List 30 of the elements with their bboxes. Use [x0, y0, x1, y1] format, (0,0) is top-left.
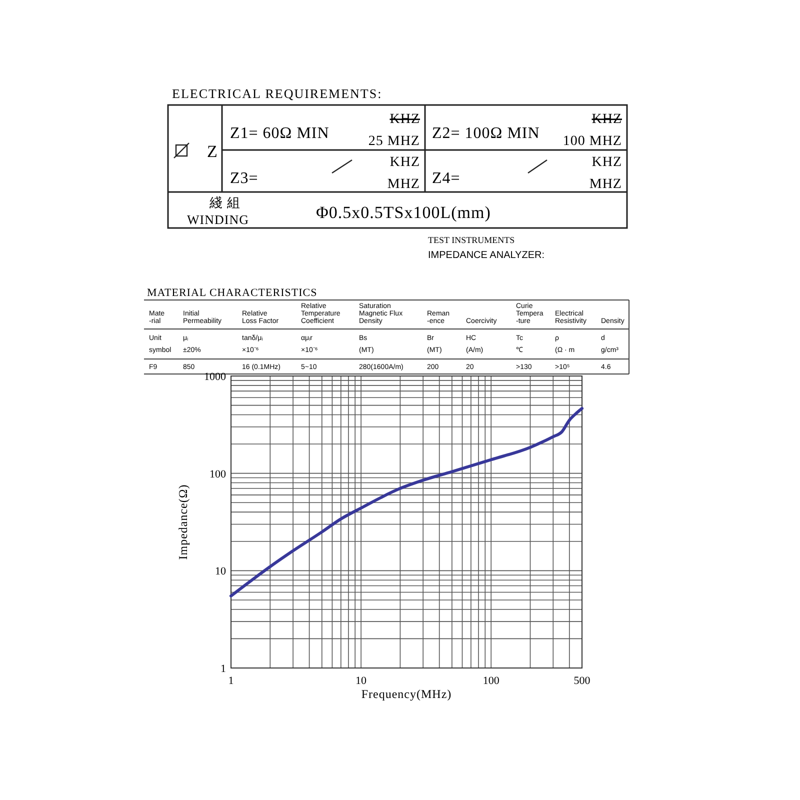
text: KHZ — [592, 155, 622, 170]
x-tick-label: 100 — [482, 675, 500, 687]
y-axis-title: Impedance(Ω) — [176, 484, 190, 560]
text: KHZ — [390, 155, 420, 170]
text: Z — [207, 142, 218, 161]
text: IMPEDANCE ANALYZER: — [428, 250, 545, 261]
x-tick-label: 10 — [356, 675, 368, 687]
text: Φ0.5x0.5TSx100L(mm) — [316, 203, 491, 222]
y-tick-label: 10 — [215, 566, 226, 578]
text: Z2= 100Ω MIN — [432, 125, 540, 142]
text: Z3= — [230, 170, 258, 187]
text: 綫 組 — [208, 195, 240, 210]
text: 25 MHZ — [368, 134, 420, 149]
y-tick-label: 1000 — [204, 371, 226, 383]
text: ELECTRICAL REQUIREMENTS: — [172, 86, 382, 101]
text: KHZ — [592, 112, 622, 127]
text: WINDING — [187, 212, 249, 227]
x-tick-label: 500 — [574, 675, 591, 687]
y-tick-label: 100 — [210, 468, 226, 480]
text: KHZ — [390, 112, 420, 127]
x-tick-label: 1 — [228, 675, 234, 687]
text: MHZ — [387, 177, 420, 192]
text: MHZ — [589, 177, 622, 192]
text: Z4= — [432, 170, 460, 187]
text: Z1= 60Ω MIN — [230, 125, 330, 142]
text: MATERIAL CHARACTERISTICS — [147, 287, 318, 299]
text: TEST INSTRUMENTS — [428, 235, 515, 245]
x-axis-title: Frequency(MHz) — [361, 687, 452, 701]
text: 100 MHZ — [562, 134, 622, 149]
y-tick-label: 1 — [220, 663, 226, 675]
